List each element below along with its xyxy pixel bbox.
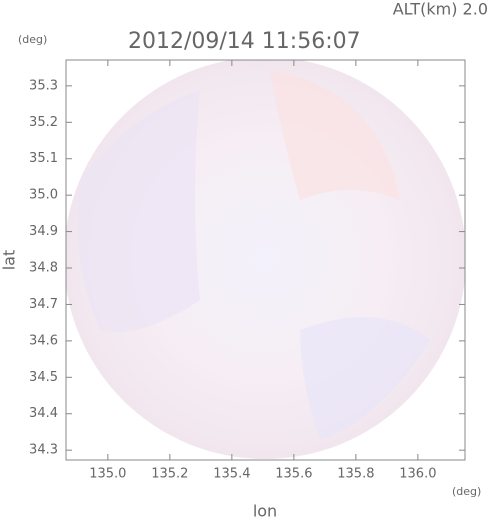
radar-patch — [77, 90, 200, 332]
y-tick-label: 34.3 — [29, 443, 58, 458]
plot-frame — [65, 59, 466, 461]
y-tick-label: 34.9 — [29, 224, 58, 239]
radar-field — [66, 60, 465, 459]
x-tick-label: 135.6 — [275, 467, 312, 482]
y-tick-label: 34.8 — [29, 261, 58, 276]
x-tick-label: 135.8 — [337, 467, 374, 482]
x-tick-label: 135.4 — [213, 467, 250, 482]
y-tick-label: 35.0 — [29, 188, 58, 203]
y-tick-label: 34.5 — [29, 370, 58, 385]
x-tick-label: 136.0 — [399, 467, 436, 482]
y-axis-label: lat — [0, 250, 19, 271]
x-unit: (deg) — [452, 485, 481, 498]
radar-patch — [270, 70, 400, 200]
y-tick-label: 35.1 — [29, 151, 58, 166]
y-tick-label: 34.4 — [29, 406, 58, 421]
y-tick-label: 35.3 — [29, 78, 58, 93]
y-tick-label: 34.6 — [29, 333, 58, 348]
x-tick-label: 135.2 — [151, 467, 188, 482]
x-axis-label: lon — [253, 502, 277, 521]
y-tick-label: 35.2 — [29, 115, 58, 130]
chart-title: 2012/09/14 11:56:07 — [128, 29, 361, 54]
y-tick-label: 34.7 — [29, 297, 58, 312]
y-unit: (deg) — [18, 33, 47, 46]
radar-patch — [300, 317, 430, 440]
x-tick-label: 135.0 — [89, 467, 126, 482]
subtitle: ALT(km) 2.0 — [393, 0, 488, 19]
